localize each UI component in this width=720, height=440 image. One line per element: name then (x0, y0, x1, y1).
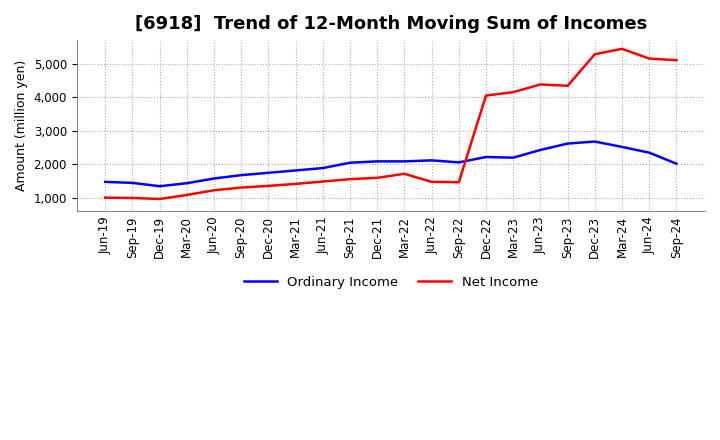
Net Income (482, 93, 490, 98)
Ordinary Income (101, 179, 109, 184)
Net Income (427, 179, 436, 184)
Ordinary Income (182, 180, 191, 186)
Net Income (101, 195, 109, 200)
Net Income (590, 51, 599, 57)
Y-axis label: Amount (million yen): Amount (million yen) (15, 60, 28, 191)
Ordinary Income (128, 180, 137, 186)
Ordinary Income (292, 168, 300, 173)
Ordinary Income (156, 183, 164, 189)
Net Income (454, 180, 463, 185)
Net Income (400, 171, 409, 176)
Net Income (618, 46, 626, 51)
Line: Net Income: Net Income (105, 49, 676, 199)
Ordinary Income (264, 170, 273, 176)
Title: [6918]  Trend of 12-Month Moving Sum of Incomes: [6918] Trend of 12-Month Moving Sum of I… (135, 15, 647, 33)
Ordinary Income (373, 159, 382, 164)
Net Income (509, 89, 518, 95)
Net Income (128, 195, 137, 201)
Net Income (264, 183, 273, 188)
Net Income (373, 175, 382, 180)
Net Income (182, 192, 191, 198)
Net Income (237, 185, 246, 190)
Net Income (318, 179, 327, 184)
Ordinary Income (590, 139, 599, 144)
Ordinary Income (318, 165, 327, 171)
Ordinary Income (563, 141, 572, 146)
Ordinary Income (400, 159, 409, 164)
Ordinary Income (482, 154, 490, 160)
Ordinary Income (346, 160, 354, 165)
Ordinary Income (645, 150, 654, 155)
Net Income (563, 83, 572, 88)
Ordinary Income (536, 147, 545, 153)
Ordinary Income (454, 160, 463, 165)
Ordinary Income (618, 144, 626, 150)
Net Income (156, 196, 164, 202)
Ordinary Income (427, 158, 436, 163)
Legend: Ordinary Income, Net Income: Ordinary Income, Net Income (238, 270, 544, 294)
Ordinary Income (210, 176, 218, 181)
Net Income (292, 181, 300, 187)
Net Income (672, 58, 680, 63)
Ordinary Income (237, 172, 246, 178)
Line: Ordinary Income: Ordinary Income (105, 142, 676, 186)
Net Income (645, 56, 654, 61)
Ordinary Income (672, 161, 680, 166)
Net Income (536, 82, 545, 87)
Net Income (210, 187, 218, 193)
Ordinary Income (509, 155, 518, 160)
Net Income (346, 176, 354, 182)
